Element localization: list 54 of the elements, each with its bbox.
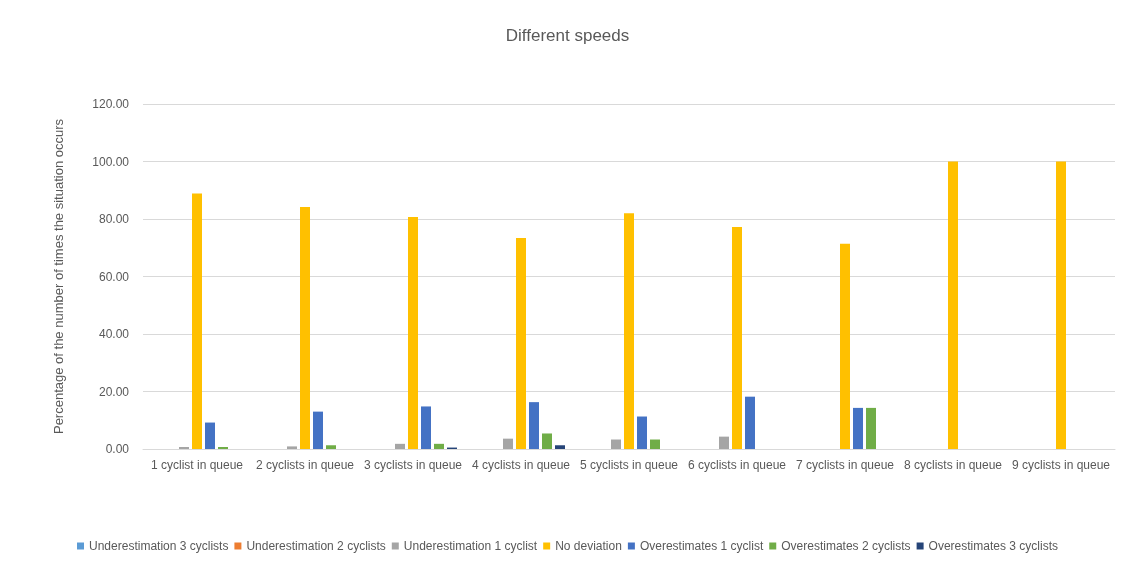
- legend-label: Overestimates 1 cyclist: [639, 539, 764, 553]
- bar: [313, 411, 323, 449]
- bar: [434, 443, 444, 449]
- x-tick-label: 2 cyclists in queue: [255, 458, 355, 472]
- y-tick-label: 60.00: [98, 269, 130, 284]
- bar: [745, 396, 755, 449]
- legend-label: Underestimation 2 cyclists: [246, 539, 386, 553]
- bar: [503, 438, 513, 449]
- x-tick-label: 4 cyclists in queue: [471, 458, 571, 472]
- y-tick-label: 20.00: [98, 384, 130, 399]
- bar: [218, 446, 228, 449]
- y-tick-label: 80.00: [98, 212, 130, 226]
- legend-label: Overestimates 3 cyclists: [928, 539, 1058, 553]
- y-tick-label: 40.00: [98, 327, 130, 341]
- bar: [300, 206, 310, 449]
- x-tick-label: 1 cyclist in queue: [150, 458, 244, 472]
- bar: [326, 445, 336, 449]
- bar: [611, 439, 621, 449]
- x-tick-label: 7 cyclists in queue: [795, 458, 895, 472]
- y-axis-title: Percentage of the number of times the situation occurs: [51, 118, 66, 435]
- bar: [853, 407, 863, 449]
- x-tick-label: 5 cyclists in queue: [579, 458, 679, 472]
- bar: [624, 213, 634, 449]
- legend-label: Overestimates 2 cyclists: [781, 539, 911, 553]
- x-tick-label: 9 cyclists in queue: [1011, 458, 1111, 472]
- bar: [840, 243, 850, 449]
- bar: [408, 216, 418, 449]
- y-tick-label: 0.00: [105, 442, 130, 456]
- bar: [516, 237, 526, 449]
- bar: [866, 407, 876, 449]
- bar: [732, 227, 742, 449]
- bar: [395, 443, 405, 449]
- x-tick-label: 8 cyclists in queue: [903, 458, 1003, 472]
- bar: [192, 193, 202, 449]
- y-tick-label: 100.00: [92, 154, 130, 169]
- bar: [1056, 161, 1066, 449]
- bar: [205, 422, 215, 449]
- bar: [650, 439, 660, 449]
- x-tick-label: 6 cyclists in queue: [687, 458, 787, 472]
- bar: [179, 446, 189, 449]
- bar: [529, 402, 539, 449]
- y-tick-label: 120.00: [92, 97, 130, 111]
- bar: [637, 416, 647, 449]
- bar: [555, 445, 565, 449]
- legend-label: Underestimation 1 cyclist: [403, 539, 538, 553]
- legend-label: No deviation: [555, 539, 622, 553]
- bar: [948, 161, 958, 449]
- x-tick-label: 3 cyclists in queue: [363, 458, 463, 472]
- chart-title: Different speeds: [505, 26, 630, 45]
- bar: [287, 446, 297, 449]
- bar: [719, 436, 729, 449]
- legend-label: Underestimation 3 cyclists: [89, 539, 229, 553]
- bar: [421, 406, 431, 449]
- bar: [542, 433, 552, 449]
